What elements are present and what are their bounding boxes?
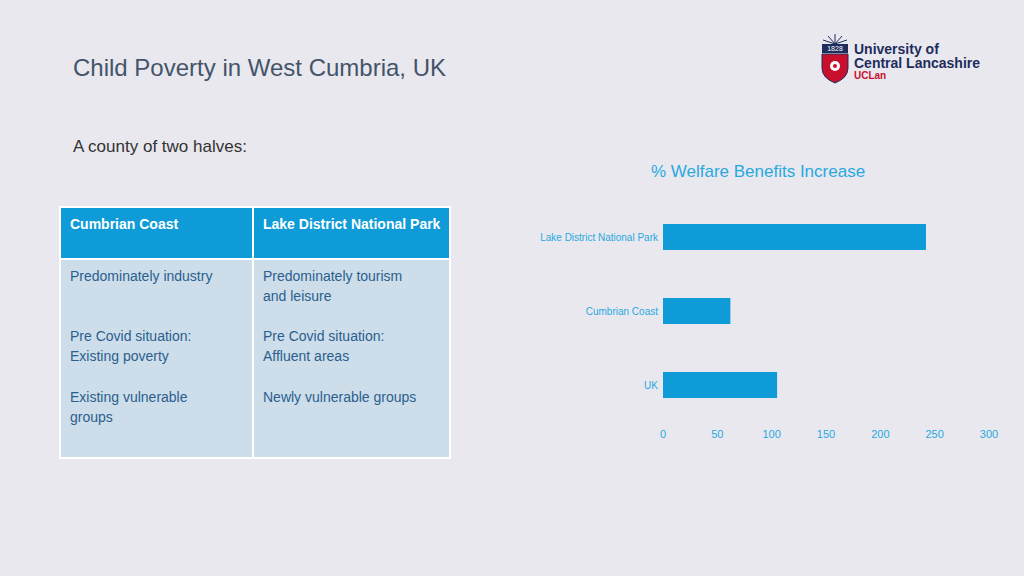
html-text:Predominately industry: Predominately industry bbox=[70, 268, 213, 284]
html-text:Pre Covid situation:: Pre Covid situation: bbox=[263, 328, 385, 344]
svg-text:Cumbrian Coast: Cumbrian Coast bbox=[586, 306, 658, 317]
html-text:Predominately tourism: Predominately tourism bbox=[263, 268, 403, 284]
svg-text:Lake District National Park: Lake District National Park bbox=[540, 232, 659, 243]
svg-text:% Welfare Benefits Increase: % Welfare Benefits Increase bbox=[651, 162, 865, 181]
html-text:Pre Covid situation:: Pre Covid situation: bbox=[70, 328, 192, 344]
html-text:Existing poverty: Existing poverty bbox=[70, 348, 169, 364]
html-text:Lake District National Park: Lake District National Park bbox=[263, 216, 441, 232]
svg-text:200: 200 bbox=[871, 428, 889, 440]
svg-text:0: 0 bbox=[660, 428, 666, 440]
svg-text:1828: 1828 bbox=[827, 45, 843, 52]
html-text:Newly vulnerable groups: Newly vulnerable groups bbox=[263, 389, 417, 405]
html-text:Cumbrian Coast: Cumbrian Coast bbox=[70, 216, 179, 232]
svg-text:100: 100 bbox=[762, 428, 780, 440]
svg-text:150: 150 bbox=[817, 428, 835, 440]
html-text:A county of two halves:: A county of two halves: bbox=[73, 137, 247, 156]
html-text:Child Poverty in West Cumbria,: Child Poverty in West Cumbria, UK bbox=[73, 54, 446, 81]
svg-text:250: 250 bbox=[925, 428, 943, 440]
html-text:UCLan: UCLan bbox=[854, 70, 887, 81]
svg-text:UK: UK bbox=[644, 380, 658, 391]
html-text:Affluent areas: Affluent areas bbox=[263, 348, 350, 364]
html-text:University of: University of bbox=[854, 41, 939, 57]
svg-text:300: 300 bbox=[980, 428, 998, 440]
html-text:Central Lancashire: Central Lancashire bbox=[854, 55, 981, 71]
html-text:Existing vulnerable: Existing vulnerable bbox=[70, 389, 188, 405]
html-text:and leisure: and leisure bbox=[263, 288, 332, 304]
html-text:groups: groups bbox=[70, 409, 113, 425]
svg-text:50: 50 bbox=[711, 428, 723, 440]
